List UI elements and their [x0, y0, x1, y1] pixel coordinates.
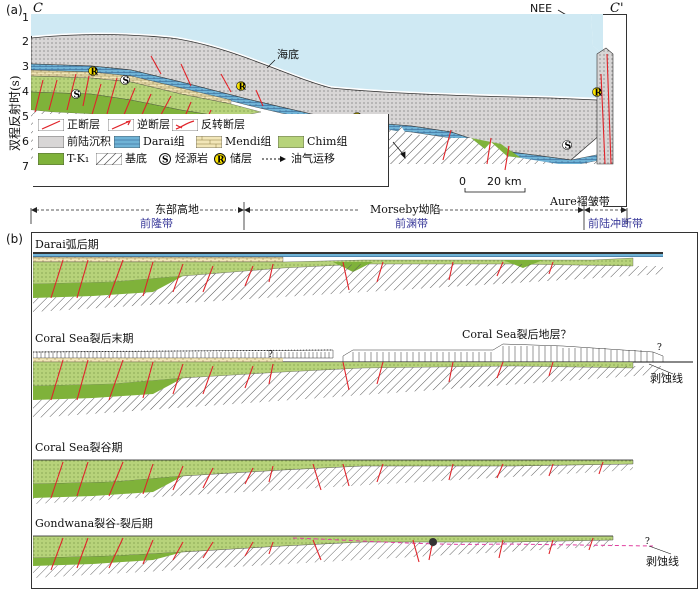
legend-label: 烃源岩: [175, 152, 208, 165]
y-tick: 4: [22, 85, 29, 98]
y-tick: 6: [22, 135, 29, 148]
stage-annotation: Coral Sea裂后地层？: [462, 328, 572, 341]
svg-text:R: R: [239, 83, 247, 93]
stage-coral-post-section: ??: [33, 343, 693, 418]
legend-label: 逆断层: [137, 118, 170, 131]
svg-text:R: R: [217, 156, 225, 166]
legend-symbol-normal-fault: [38, 119, 64, 131]
seafloor-label: 海底: [277, 47, 299, 61]
legend-symbol-tk1: [38, 153, 64, 165]
panel-b-label: (b): [6, 232, 23, 246]
stage-darai-section: [33, 252, 663, 312]
legend-label: 前陆沉积: [67, 135, 111, 148]
stage-gondwana-section: ?: [33, 535, 672, 578]
legend-label: T-K₁: [67, 152, 90, 165]
legend-label: Chim组: [307, 135, 348, 148]
legend-label: 基底: [125, 152, 147, 165]
section-label-left: C: [33, 1, 43, 16]
legend-label: Darai组: [143, 135, 185, 148]
svg-text:S: S: [123, 77, 130, 87]
stage-title: Coral Sea裂后末期: [35, 332, 134, 345]
legend-symbol-reverse-fault: [108, 119, 134, 131]
legend-symbol-chim: [278, 136, 304, 148]
legend-symbol-darai: [114, 136, 140, 148]
zone-top: 东部高地: [155, 203, 199, 216]
legend-label: 正断层: [67, 118, 100, 131]
svg-text:S: S: [74, 91, 81, 101]
legend-symbol-reservoir: R: [214, 153, 226, 166]
legend-symbol-source: S: [159, 153, 171, 166]
y-tick: 3: [22, 60, 29, 73]
stage-coral-rift-section: [33, 459, 634, 504]
svg-text:S: S: [565, 142, 572, 152]
legend-label: 储层: [230, 152, 252, 165]
zone-bottom: 前陆冲断带: [588, 217, 643, 230]
section-label-right: C': [610, 1, 624, 16]
stage-title: Coral Sea裂谷期: [35, 441, 123, 454]
svg-text:?: ?: [657, 343, 662, 353]
legend-label: 油气运移: [291, 152, 335, 165]
svg-text:R: R: [91, 68, 99, 78]
zone-bar: [30, 202, 628, 230]
legend-symbol-migration: [262, 156, 286, 162]
legend-symbol-foreland: [38, 136, 64, 148]
y-axis-label: 双程反射时(s): [8, 75, 22, 151]
stage-title: Darai弧后期: [35, 238, 99, 251]
panel-a-label: (a): [6, 3, 23, 17]
svg-text:S: S: [162, 156, 169, 166]
direction-label: NEE: [530, 2, 553, 15]
svg-text:?: ?: [645, 537, 650, 547]
erosion-label: 剥蚀线: [646, 555, 679, 568]
svg-text:R: R: [595, 89, 603, 99]
legend: [33, 114, 389, 187]
legend-label: 反转断层: [201, 118, 245, 131]
svg-text:?: ?: [268, 350, 273, 360]
zone-bottom: 前隆带: [140, 217, 173, 230]
legend-symbol-basement: [96, 153, 122, 165]
y-tick: 2: [22, 35, 29, 48]
zone-bottom: 前渊带: [395, 217, 428, 230]
zone-top: Morseby坳陷: [370, 203, 441, 216]
legend-symbol-mendi: [196, 136, 222, 148]
scale-bar-label: 0 20 km: [459, 175, 522, 188]
y-tick: 7: [22, 160, 29, 173]
legend-label: Mendi组: [225, 135, 272, 148]
legend-symbol-inversion-fault: [172, 119, 198, 131]
stage-title: Gondwana裂谷-裂后期: [35, 517, 153, 530]
y-tick: 1: [22, 11, 29, 24]
y-tick: 5: [22, 110, 29, 123]
erosion-label: 剥蚀线: [650, 372, 683, 385]
aure-label: Aure褶皱带: [550, 195, 610, 208]
